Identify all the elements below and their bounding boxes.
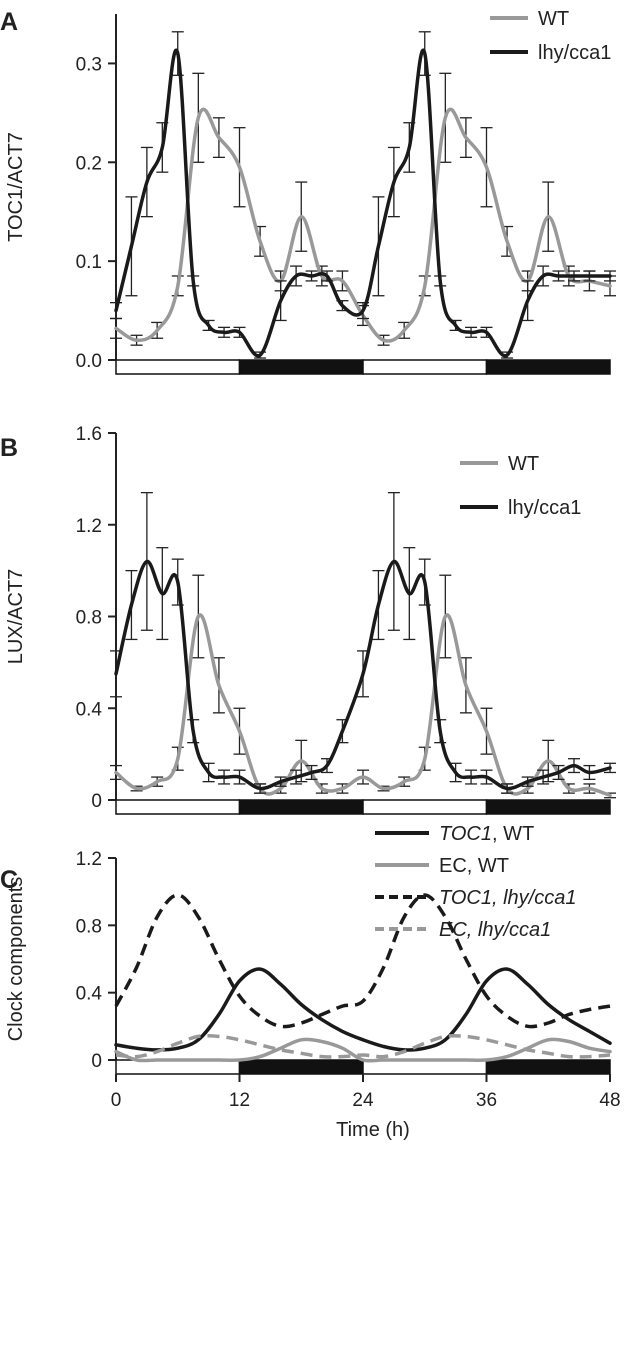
legend-label: WT bbox=[538, 8, 569, 30]
light-dark-segment bbox=[485, 1059, 611, 1075]
legend-label: WT bbox=[508, 453, 539, 475]
x-tick-label: 12 bbox=[229, 1090, 250, 1111]
y-tick-label: 1.6 bbox=[76, 424, 102, 445]
legend-label: TOC1, lhy/cca1 bbox=[439, 887, 576, 909]
light-dark-segment bbox=[362, 799, 488, 815]
y-tick-label: 1.2 bbox=[76, 849, 102, 870]
series-line bbox=[114, 893, 611, 1029]
y-axis-title: TOC1/ACT7 bbox=[5, 132, 27, 242]
light-dark-segment bbox=[485, 359, 611, 375]
light-dark-segment bbox=[115, 1059, 241, 1075]
legend-label: lhy/cca1 bbox=[508, 497, 581, 519]
panel-c: C 0 0.4 0.8 1.2 Clock components 0 12 24 36 48 Time… bbox=[0, 823, 621, 1141]
y-tick-label: 0.2 bbox=[76, 153, 102, 174]
panel-b: B 0 0.4 0.8 1.2 1.6 LUX/ACT7 WT lhy/cca1 bbox=[0, 424, 616, 815]
series-2 bbox=[110, 31, 616, 359]
y-axis-title: Clock components bbox=[5, 877, 27, 1042]
legend-label: lhy/cca1 bbox=[538, 42, 611, 64]
legend-label: TOC1, WT bbox=[439, 823, 534, 845]
x-axis-title: Time (h) bbox=[336, 1119, 410, 1141]
series-1 bbox=[114, 967, 612, 1052]
light-dark-segment bbox=[115, 799, 241, 815]
light-dark-segment bbox=[362, 359, 488, 375]
series-line bbox=[115, 1034, 611, 1059]
y-tick-label: 0.4 bbox=[76, 984, 103, 1005]
x-tick-label: 24 bbox=[352, 1090, 374, 1111]
light-dark-segment bbox=[115, 359, 241, 375]
legend-label: EC, WT bbox=[439, 855, 509, 877]
series-line bbox=[114, 559, 612, 791]
light-dark-segment bbox=[238, 1059, 364, 1075]
y-tick-label: 1.2 bbox=[76, 516, 102, 537]
light-dark-segment bbox=[485, 799, 611, 815]
y-tick-label: 0.0 bbox=[76, 351, 102, 372]
x-tick-label: 48 bbox=[599, 1090, 620, 1111]
y-tick-label: 0.1 bbox=[76, 252, 102, 273]
series-line bbox=[114, 967, 612, 1052]
series-4 bbox=[115, 1034, 611, 1059]
series-line bbox=[114, 48, 612, 358]
y-axis-title: LUX/ACT7 bbox=[5, 569, 27, 665]
panel-letter: A bbox=[0, 8, 18, 36]
legend-label: EC, lhy/cca1 bbox=[439, 919, 551, 941]
x-tick-label: 0 bbox=[111, 1090, 122, 1111]
y-tick-label: 0.4 bbox=[76, 699, 103, 720]
panel-a: A 0.0 0.1 0.2 0.3 TOC1/ACT7 WT lhy/cca1 bbox=[0, 8, 616, 375]
light-dark-segment bbox=[238, 799, 364, 815]
y-tick-label: 0 bbox=[91, 1051, 102, 1072]
series-3 bbox=[114, 893, 611, 1029]
light-dark-segment bbox=[362, 1059, 488, 1075]
y-tick-label: 0 bbox=[91, 791, 102, 812]
panel-letter: B bbox=[0, 434, 18, 462]
y-tick-label: 0.8 bbox=[76, 608, 102, 629]
series-2 bbox=[110, 491, 616, 794]
light-dark-segment bbox=[238, 359, 364, 375]
y-tick-label: 0.3 bbox=[76, 54, 102, 75]
panel-letter: C bbox=[0, 866, 18, 894]
x-tick-label: 36 bbox=[476, 1090, 497, 1111]
y-tick-label: 0.8 bbox=[76, 916, 102, 937]
series-line bbox=[114, 613, 612, 798]
